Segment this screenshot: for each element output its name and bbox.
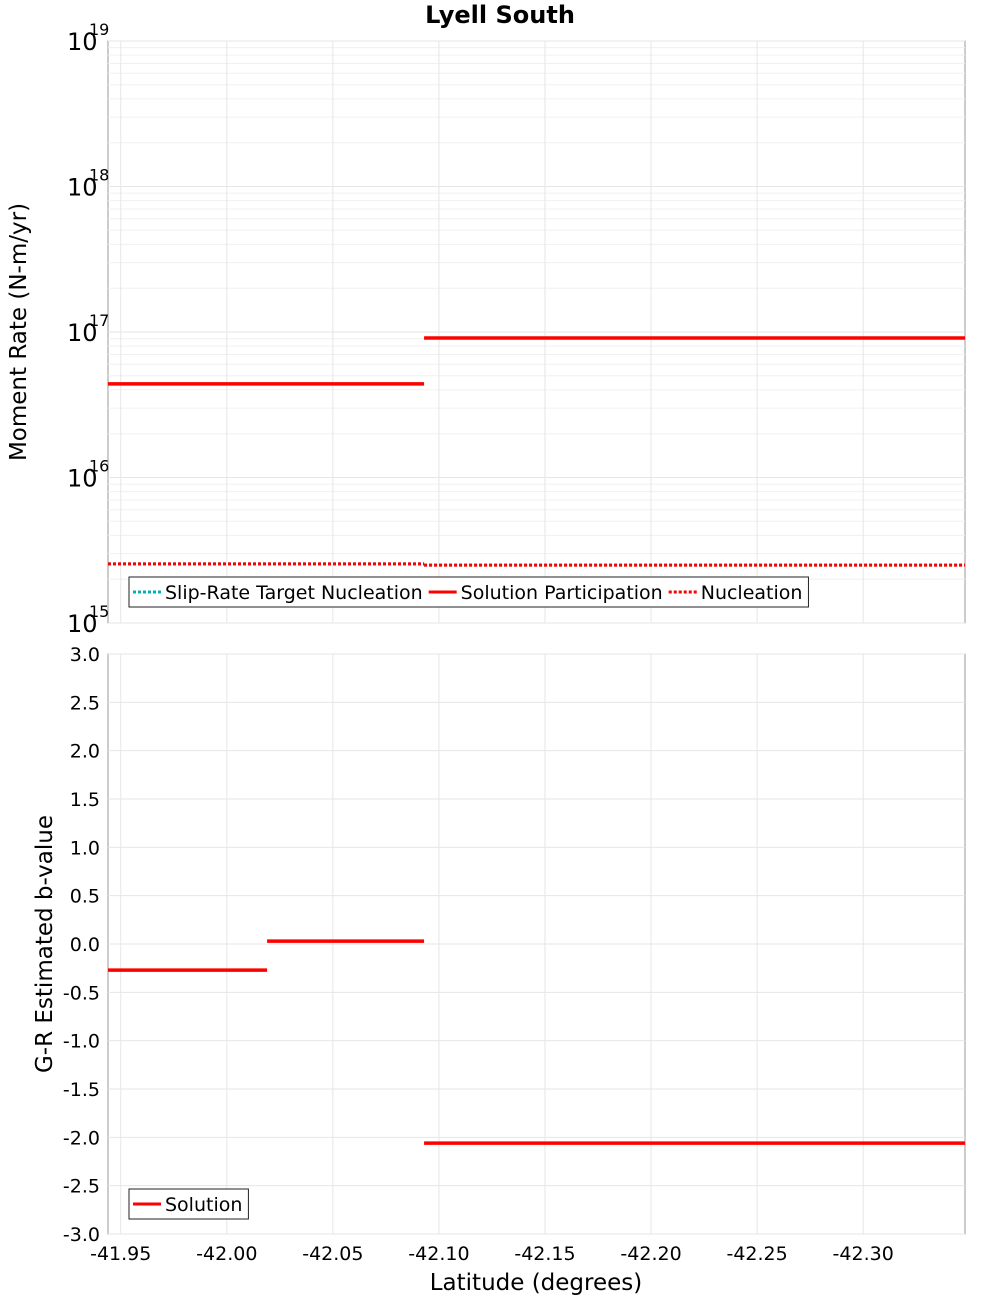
moment-rate-y-tick-base: 10 <box>67 610 98 638</box>
latitude-x-ticks: -41.95 -42.00 -42.05 -42.10 -42.15 -42.20 -42.… <box>90 1243 894 1265</box>
b-value-y-tick-label: -1.0 <box>63 1031 100 1053</box>
x-tick-label: -42.25 <box>726 1243 787 1265</box>
moment-rate-legend: Slip-Rate Target Nucleation Solution Part… <box>128 576 809 608</box>
b-value-y-tick-label: 0.5 <box>70 886 100 908</box>
chart-title: Lyell South <box>425 1 575 29</box>
moment-rate-legend-label: Slip-Rate Target Nucleation <box>165 582 423 604</box>
x-axis-label: Latitude (degrees) <box>430 1270 643 1296</box>
moment-rate-legend-label: Nucleation <box>701 582 803 604</box>
moment-rate-legend-label: Solution Participation <box>461 582 663 604</box>
moment-rate-grid <box>108 40 965 624</box>
b-value-y-ticks: 3.0 2.5 2.0 1.5 1.0 0.5 0.0 -0.5 -1.0 -1.5 -2.0 -2.… <box>63 644 100 1246</box>
b-value-y-tick-label: -2.5 <box>63 1176 100 1198</box>
b-value-y-tick-label: -3.0 <box>63 1224 100 1246</box>
b-value-grid <box>108 653 965 1235</box>
b-value-y-tick-label: 1.0 <box>70 837 100 859</box>
b-value-y-axis-label: G-R Estimated b-value <box>32 815 58 1073</box>
moment-rate-series <box>108 336 965 567</box>
moment-rate-y-tick-exponent: 17 <box>89 311 109 330</box>
moment-rate-y-tick-exponent: 15 <box>89 602 109 621</box>
x-tick-label: -42.05 <box>302 1243 363 1265</box>
moment-rate-y-tick-base: 10 <box>67 465 98 493</box>
moment-rate-y-tick-exponent: 18 <box>89 166 109 185</box>
moment-rate-y-axis-label: Moment Rate (N-m/yr) <box>6 203 32 461</box>
b-value-y-tick-label: -2.0 <box>63 1127 100 1149</box>
b-value-legend: Solution <box>128 1188 249 1220</box>
b-value-y-tick-label: 2.5 <box>70 692 100 714</box>
b-value-legend-label: Solution <box>165 1194 242 1216</box>
b-value-y-tick-label: 2.0 <box>70 741 100 763</box>
b-value-y-tick-label: 1.5 <box>70 789 100 811</box>
b-value-y-tick-label: 0.0 <box>70 934 100 956</box>
b-value-y-tick-label: 3.0 <box>70 644 100 666</box>
x-tick-label: -42.15 <box>514 1243 575 1265</box>
x-tick-label: -42.30 <box>833 1243 894 1265</box>
b-value-series <box>108 939 965 1145</box>
b-value-panel: 3.0 2.5 2.0 1.5 1.0 0.5 0.0 -0.5 -1.0 -1.5 -2.0 -2.… <box>32 644 966 1246</box>
b-value-y-tick-label: -0.5 <box>63 982 100 1004</box>
moment-rate-y-tick-exponent: 16 <box>89 457 109 476</box>
moment-rate-y-tick-base: 10 <box>67 174 98 202</box>
moment-rate-y-tick-exponent: 19 <box>89 20 109 39</box>
x-tick-label: -42.20 <box>620 1243 681 1265</box>
x-tick-label: -42.10 <box>408 1243 469 1265</box>
b-value-y-tick-label: -1.5 <box>63 1079 100 1101</box>
moment-rate-y-tick-base: 10 <box>67 28 98 56</box>
x-tick-label: -42.00 <box>196 1243 257 1265</box>
x-tick-label: -41.95 <box>90 1243 151 1265</box>
moment-rate-y-tick-base: 10 <box>67 319 98 347</box>
